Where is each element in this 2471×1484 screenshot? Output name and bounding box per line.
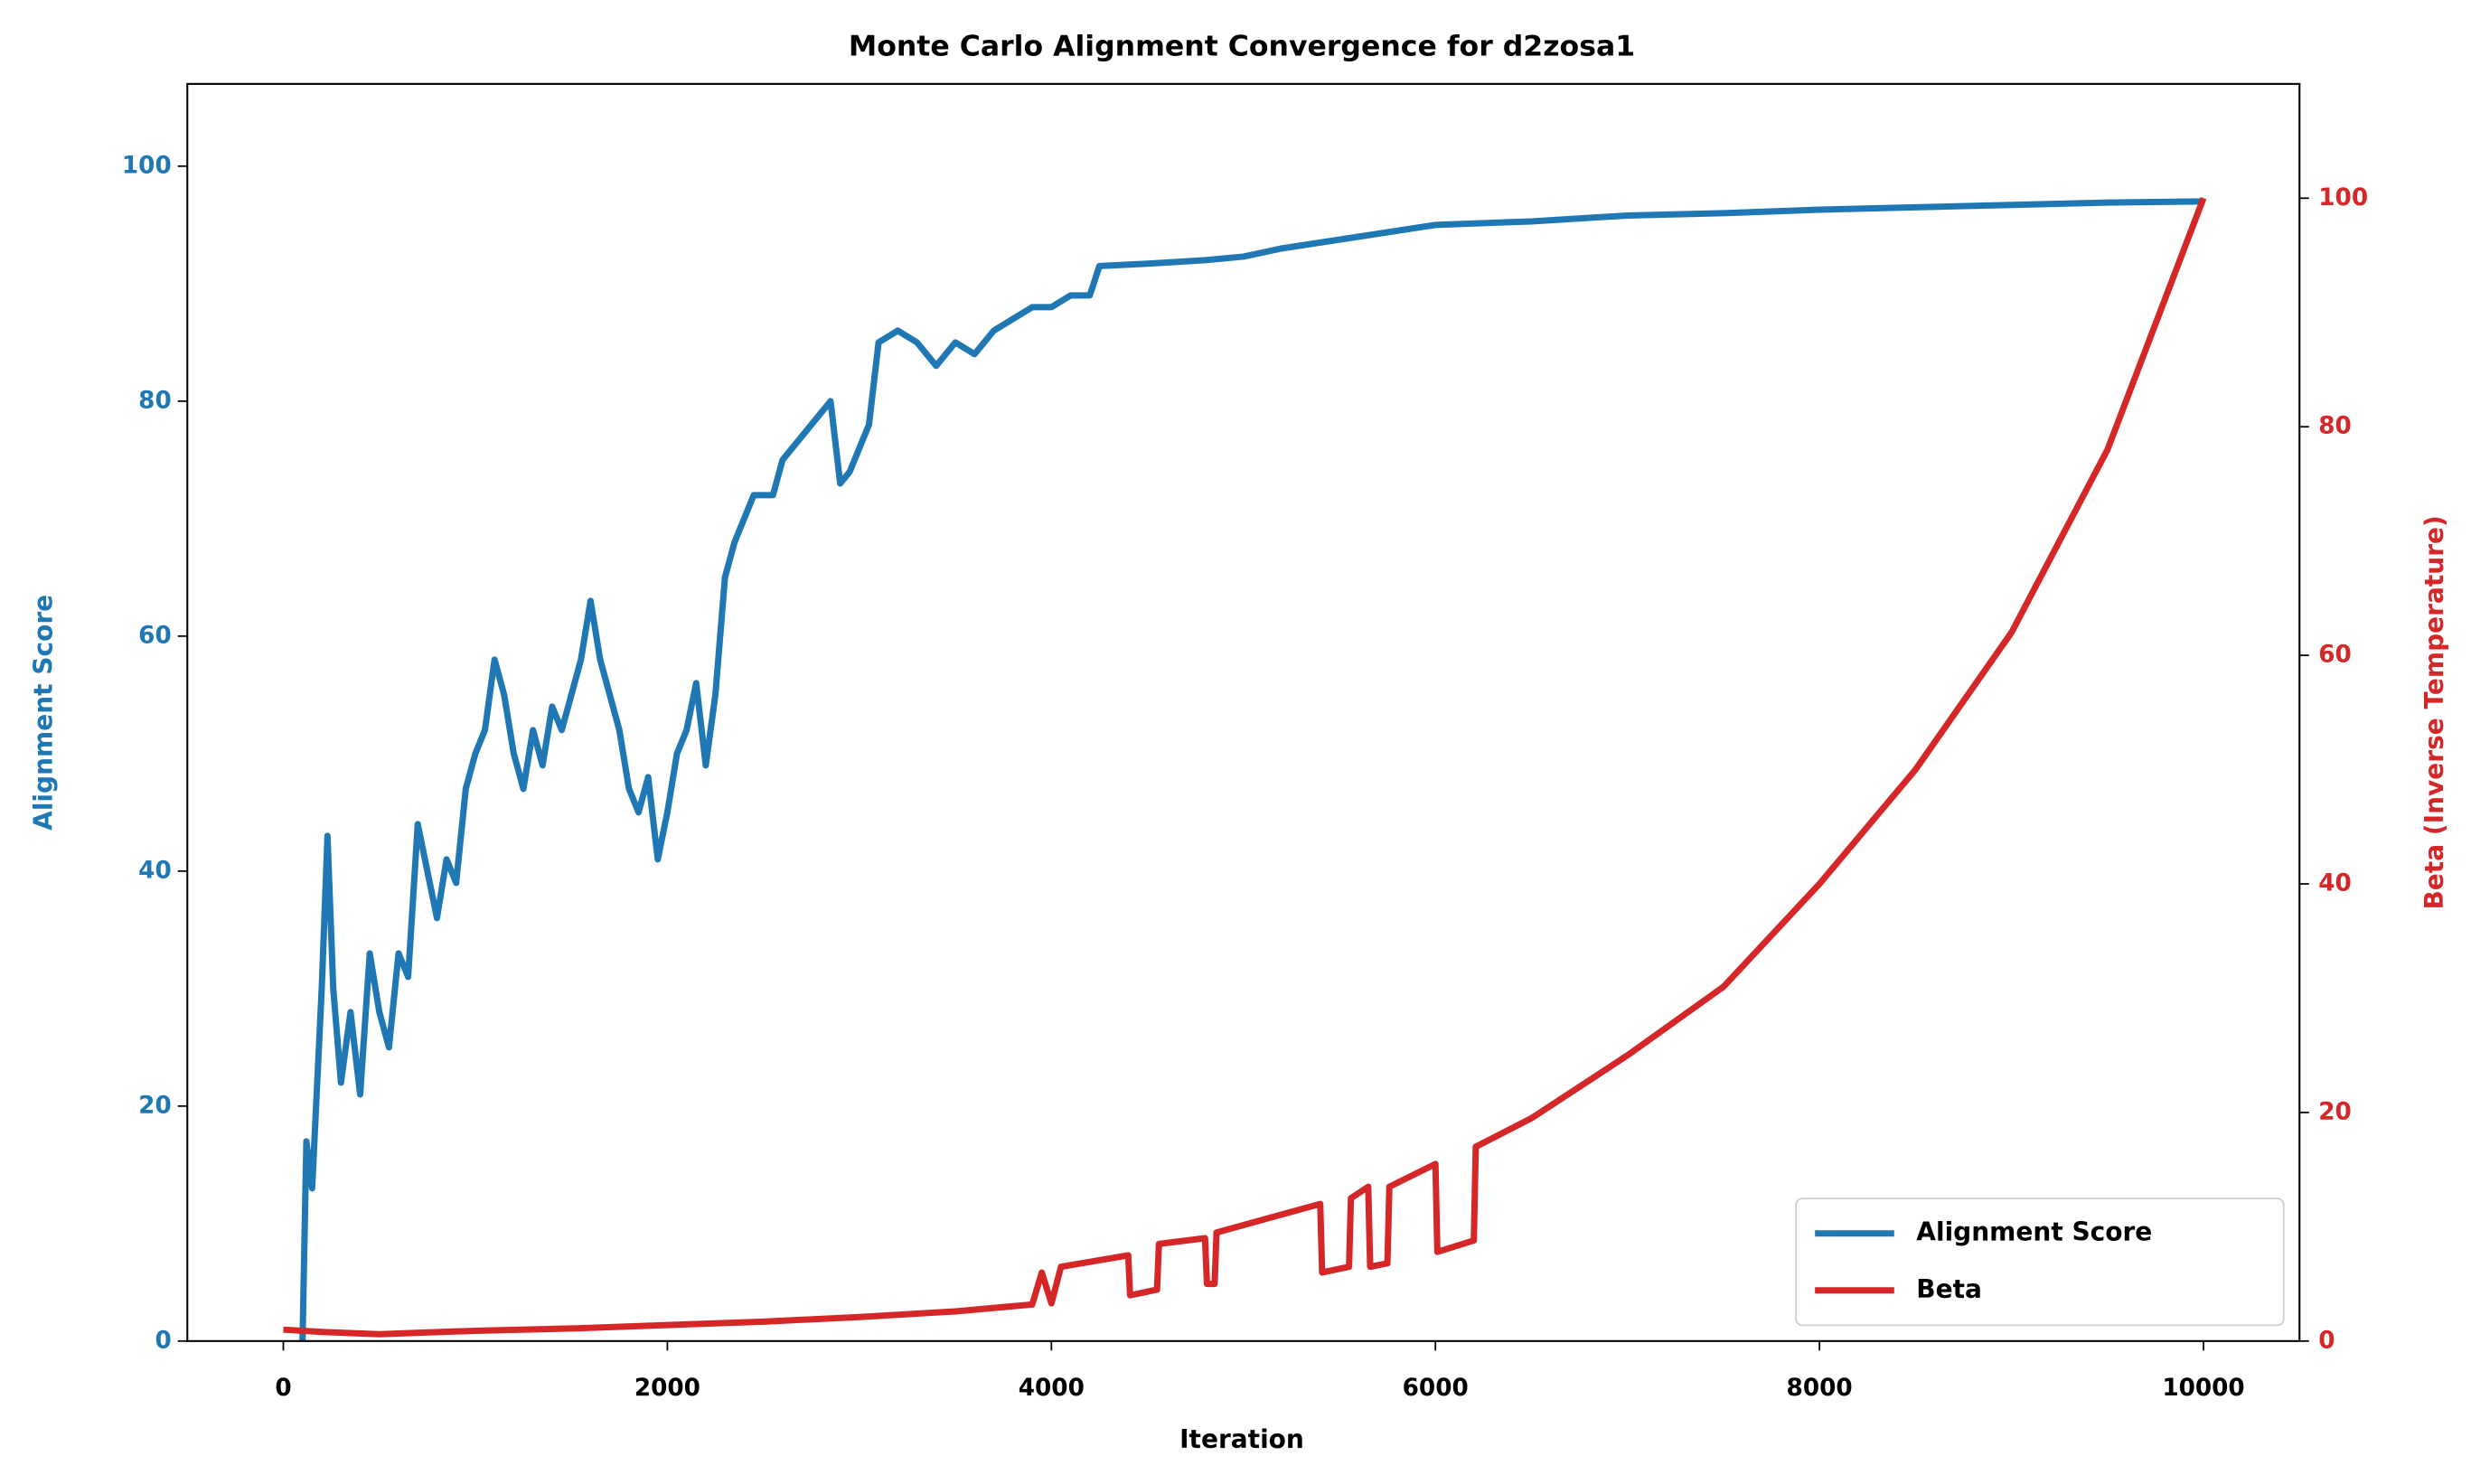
- x-axis-label: Iteration: [1179, 1424, 1304, 1454]
- x-tick-label: 8000: [1787, 1375, 1853, 1402]
- legend-box: [1795, 1198, 2285, 1327]
- y2-axis-label: Beta (Inverse Temperature): [2419, 515, 2449, 909]
- series-line: [283, 197, 2207, 1338]
- y-tick-label: 100: [122, 152, 172, 179]
- y-tick-label: 60: [138, 622, 172, 649]
- chart-title: Monte Carlo Alignment Convergence for d2…: [849, 31, 1635, 63]
- x-tick-label: 10000: [2162, 1375, 2244, 1402]
- y-tick-label: 0: [155, 1327, 171, 1354]
- x-tick-label: 4000: [1019, 1375, 1085, 1402]
- y-tick-label: 40: [138, 857, 172, 884]
- x-tick-label: 6000: [1403, 1375, 1469, 1402]
- y2-tick-label: 60: [2318, 642, 2352, 669]
- y-axis-label: Alignment Score: [29, 595, 59, 831]
- y-tick-label: 80: [138, 387, 172, 414]
- legend-label: Beta: [1916, 1274, 1982, 1304]
- plot-frame: [186, 82, 2301, 1342]
- series-line: [299, 198, 2204, 1341]
- x-tick-label: 0: [275, 1375, 291, 1402]
- legend-label: Alignment Score: [1916, 1217, 2152, 1247]
- y2-tick-label: 0: [2318, 1327, 2335, 1354]
- y2-tick-label: 80: [2318, 413, 2352, 440]
- y-tick-label: 20: [138, 1092, 172, 1119]
- y2-tick-label: 20: [2318, 1098, 2352, 1125]
- x-tick-label: 2000: [634, 1375, 700, 1402]
- y2-tick-label: 100: [2318, 184, 2368, 211]
- y2-tick-label: 40: [2318, 870, 2352, 897]
